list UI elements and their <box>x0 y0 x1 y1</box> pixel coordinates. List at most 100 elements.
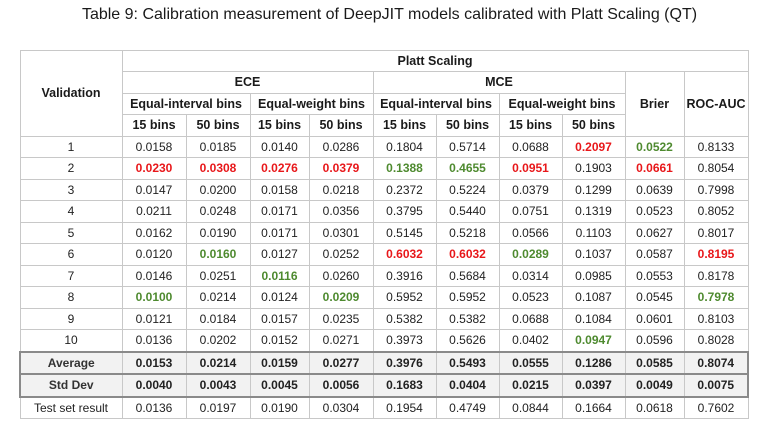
calibration-table: Validation Platt Scaling ECE MCE Brier R… <box>19 50 749 419</box>
table-cell: 0.3916 <box>372 264 437 287</box>
table-cell: 0.5952 <box>435 286 500 309</box>
table-cell: 0.0049 <box>624 373 685 398</box>
table-cell: 0.0277 <box>308 350 374 375</box>
table-cell: 0.0157 <box>249 307 310 330</box>
table-cell: 0.5440 <box>435 200 500 223</box>
table-cell: 0.1954 <box>372 396 437 419</box>
table-cell: 0.0314 <box>498 264 563 287</box>
table-cell: 0.1903 <box>561 157 626 180</box>
table-cell: 0.0587 <box>624 243 685 266</box>
table-cell: 0.0252 <box>308 243 374 266</box>
table-cell: 0.0553 <box>624 264 685 287</box>
table-cell: 0.0618 <box>624 396 685 419</box>
header-bins-15: 15 bins <box>249 114 310 137</box>
table-cell: 0.8054 <box>683 157 749 180</box>
table-cell: 0.0040 <box>121 373 187 398</box>
table-cell: 0.5684 <box>435 264 500 287</box>
table-cell: 0.0523 <box>498 286 563 309</box>
header-platt-scaling: Platt Scaling <box>121 50 749 72</box>
table-cell: 0.0136 <box>121 329 187 352</box>
table-cell: 0.1103 <box>561 221 626 244</box>
header-ece-equal-weight: Equal-weight bins <box>249 92 374 115</box>
table-cell: 0.0235 <box>308 307 374 330</box>
table-cell: 0.0260 <box>308 264 374 287</box>
header-validation: Validation <box>19 50 123 137</box>
table-row: 2 0.0230 0.0308 0.0276 0.0379 0.1388 0.4655 0.0… <box>19 157 749 180</box>
table-cell: 0.0043 <box>185 373 251 398</box>
table-cell: 0.0214 <box>185 286 251 309</box>
table-cell: 0.0158 <box>249 178 310 201</box>
table-cell: 0.0202 <box>185 329 251 352</box>
table-cell: 0.0286 <box>308 135 374 158</box>
header-roc-auc: ROC-AUC <box>683 71 749 137</box>
table-cell: 0.6032 <box>435 243 500 266</box>
table-cell: 0.1664 <box>561 396 626 419</box>
table-cell: 0.0146 <box>121 264 187 287</box>
table-cell: 0.0162 <box>121 221 187 244</box>
table-cell: 0.0627 <box>624 221 685 244</box>
table-cell: 0.0171 <box>249 221 310 244</box>
header-ece-equal-interval: Equal-interval bins <box>121 92 251 115</box>
row-label: 6 <box>19 243 123 266</box>
table-cell: 0.0844 <box>498 396 563 419</box>
table-cell: 0.0289 <box>498 243 563 266</box>
table-cell: 0.0200 <box>185 178 251 201</box>
table-cell: 0.0545 <box>624 286 685 309</box>
row-label: 10 <box>19 329 123 352</box>
table-cell: 0.0045 <box>249 373 310 398</box>
table-cell: 0.0214 <box>185 350 251 375</box>
table-cell: 0.8178 <box>683 264 749 287</box>
header-bins-15: 15 bins <box>372 114 437 137</box>
table-cell: 0.2372 <box>372 178 437 201</box>
header-mce-equal-interval: Equal-interval bins <box>372 92 500 115</box>
table-cell: 0.0985 <box>561 264 626 287</box>
table-cell: 0.0585 <box>624 350 685 375</box>
table-cell: 0.7998 <box>683 178 749 201</box>
table-cell: 0.0639 <box>624 178 685 201</box>
table-cell: 0.5626 <box>435 329 500 352</box>
table-cell: 0.2097 <box>561 135 626 158</box>
table-row: 9 0.0121 0.0184 0.0157 0.0235 0.5382 0.5382 0.0… <box>19 307 749 330</box>
header-brier: Brier <box>624 71 685 137</box>
table-cell: 0.8195 <box>683 243 749 266</box>
table-cell: 0.0951 <box>498 157 563 180</box>
table-cell: 0.8017 <box>683 221 749 244</box>
table-cell: 0.0404 <box>435 373 500 398</box>
table-cell: 0.0158 <box>121 135 187 158</box>
table-cell: 0.5714 <box>435 135 500 158</box>
table-cell: 0.3795 <box>372 200 437 223</box>
table-cell: 0.0356 <box>308 200 374 223</box>
table-cell: 0.0751 <box>498 200 563 223</box>
table-row: 10 0.0136 0.0202 0.0152 0.0271 0.3973 0.5626 0.… <box>19 329 749 352</box>
table-cell: 0.0209 <box>308 286 374 309</box>
table-cell: 0.0251 <box>185 264 251 287</box>
table-cell: 0.4655 <box>435 157 500 180</box>
table-cell: 0.0197 <box>185 396 251 419</box>
header-mce-equal-weight: Equal-weight bins <box>498 92 626 115</box>
table-cell: 0.0190 <box>249 396 310 419</box>
table-cell: 0.8052 <box>683 200 749 223</box>
table-cell: 0.0555 <box>498 350 563 375</box>
header-bins-50: 50 bins <box>561 114 626 137</box>
table-cell: 0.0271 <box>308 329 374 352</box>
table-cell: 0.0218 <box>308 178 374 201</box>
table-cell: 0.0397 <box>561 373 626 398</box>
table-cell: 0.0160 <box>185 243 251 266</box>
table-cell: 0.1683 <box>372 373 437 398</box>
table-cell: 0.0152 <box>249 329 310 352</box>
summary-row: Std Dev 0.0040 0.0043 0.0045 0.0056 0.1683 0.0… <box>19 373 749 398</box>
table-row: 6 0.0120 0.0160 0.0127 0.0252 0.6032 0.6032 0.0… <box>19 243 749 266</box>
table-cell: 0.8103 <box>683 307 749 330</box>
table-cell: 0.6032 <box>372 243 437 266</box>
row-label: Std Dev <box>19 373 123 398</box>
table-cell: 0.0124 <box>249 286 310 309</box>
table-cell: 0.0379 <box>498 178 563 201</box>
table-cell: 0.0601 <box>624 307 685 330</box>
table-row: 8 0.0100 0.0214 0.0124 0.0209 0.5952 0.5952 0.0… <box>19 286 749 309</box>
table-cell: 0.0947 <box>561 329 626 352</box>
table-cell: 0.0190 <box>185 221 251 244</box>
table-cell: 0.0566 <box>498 221 563 244</box>
row-label: 8 <box>19 286 123 309</box>
table-cell: 0.0661 <box>624 157 685 180</box>
table-cell: 0.0596 <box>624 329 685 352</box>
